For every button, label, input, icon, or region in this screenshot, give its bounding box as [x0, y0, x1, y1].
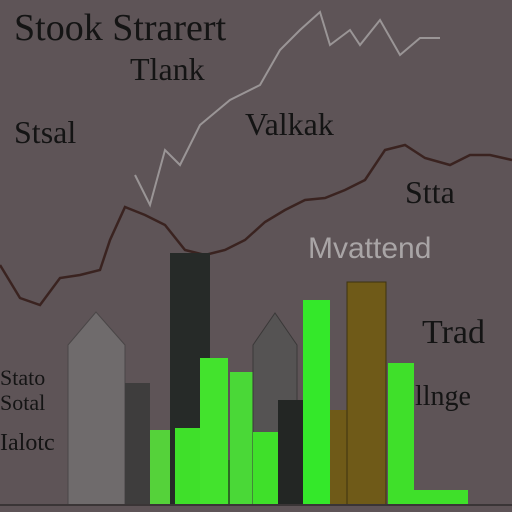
label: Stsal [14, 114, 76, 150]
green-bar [200, 358, 228, 505]
dark-bar [278, 400, 305, 505]
label: Trad [422, 314, 485, 351]
label: Stta [405, 174, 455, 210]
green-bar [175, 428, 200, 505]
label: llnge [415, 381, 471, 412]
title: Stook Strarert [14, 7, 227, 49]
green-bar [388, 363, 414, 505]
gray-building [67, 311, 126, 506]
subtitle: Tlank [130, 51, 205, 87]
label: Valkak [245, 106, 334, 142]
green-bar [414, 490, 468, 505]
dark-bar [125, 383, 150, 505]
gray-line [134, 10, 440, 208]
green-bar [230, 372, 253, 505]
olive-bar [346, 281, 387, 506]
label: Mvattend [308, 232, 431, 265]
brown-line [0, 143, 512, 307]
green-bar [253, 432, 278, 505]
green-bar [303, 300, 330, 505]
label: Ialotc [0, 430, 55, 456]
label: Sotal [0, 390, 45, 415]
label: Stato [0, 365, 45, 390]
